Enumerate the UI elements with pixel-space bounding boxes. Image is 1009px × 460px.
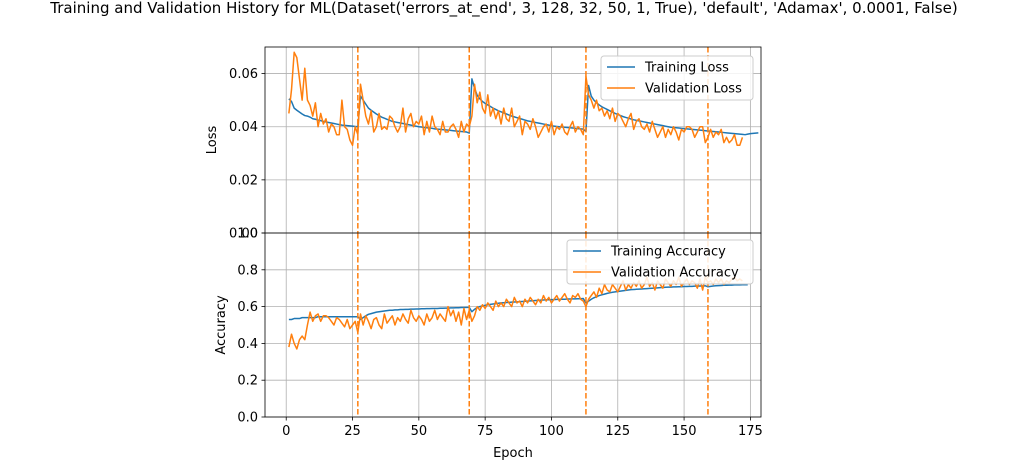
accuracy-legend-label-validation-accuracy: Validation Accuracy xyxy=(611,266,739,281)
loss-panel: 0.00 0.02 0.04 0.06 Loss Training Loss Validat… xyxy=(205,46,762,242)
accuracy-ytick-label-1: 0.2 xyxy=(237,374,258,389)
loss-legend-label-validation-loss: Validation Loss xyxy=(645,82,742,97)
accuracy-xtick-label-2: 50 xyxy=(411,424,428,439)
accuracy-legend: Training Accuracy Validation Accuracy xyxy=(566,239,754,285)
accuracy-ytick-label-4: 0.8 xyxy=(237,263,258,278)
accuracy-xtick-label-5: 125 xyxy=(605,424,630,439)
accuracy-ylabel: Accuracy xyxy=(214,295,229,355)
accuracy-ytick-label-0: 0.0 xyxy=(237,411,258,426)
loss-ytick-label-2: 0.04 xyxy=(229,120,258,135)
loss-legend-box xyxy=(600,55,754,101)
accuracy-xtick-label-4: 100 xyxy=(539,424,564,439)
accuracy-xtick-label-3: 75 xyxy=(477,424,494,439)
loss-ylabel: Loss xyxy=(205,126,220,155)
accuracy-panel: 0.0 0.2 0.4 0.6 0.8 1.0 0 25 50 75 100 125 150 175 Acc… xyxy=(214,227,763,460)
loss-ytick-label-3: 0.06 xyxy=(229,67,258,82)
accuracy-xtick-label-6: 150 xyxy=(672,424,697,439)
accuracy-legend-label-training-accuracy: Training Accuracy xyxy=(610,245,726,260)
loss-series-training-loss xyxy=(288,78,759,136)
loss-ytick-label-1: 0.02 xyxy=(229,173,258,188)
figure-title: Training and Validation History for ML(D… xyxy=(49,0,957,18)
accuracy-legend-box xyxy=(566,239,754,285)
accuracy-xlabel: Epoch xyxy=(493,446,533,460)
loss-series-validation-loss xyxy=(288,51,744,147)
accuracy-ytick-label-5: 1.0 xyxy=(237,227,258,242)
accuracy-axes-frame xyxy=(264,232,762,418)
loss-ytick-label-0: 0.00 xyxy=(229,227,258,242)
loss-legend: Training Loss Validation Loss xyxy=(600,55,754,101)
loss-legend-label-training-loss: Training Loss xyxy=(644,61,729,76)
accuracy-xtick-label-1: 25 xyxy=(344,424,361,439)
accuracy-xtick-label-0: 0 xyxy=(282,424,290,439)
accuracy-ytick-label-2: 0.4 xyxy=(237,337,258,352)
accuracy-ytick-label-3: 0.6 xyxy=(237,300,258,315)
accuracy-xtick-label-7: 175 xyxy=(738,424,763,439)
accuracy-series-validation-accuracy xyxy=(288,276,743,350)
